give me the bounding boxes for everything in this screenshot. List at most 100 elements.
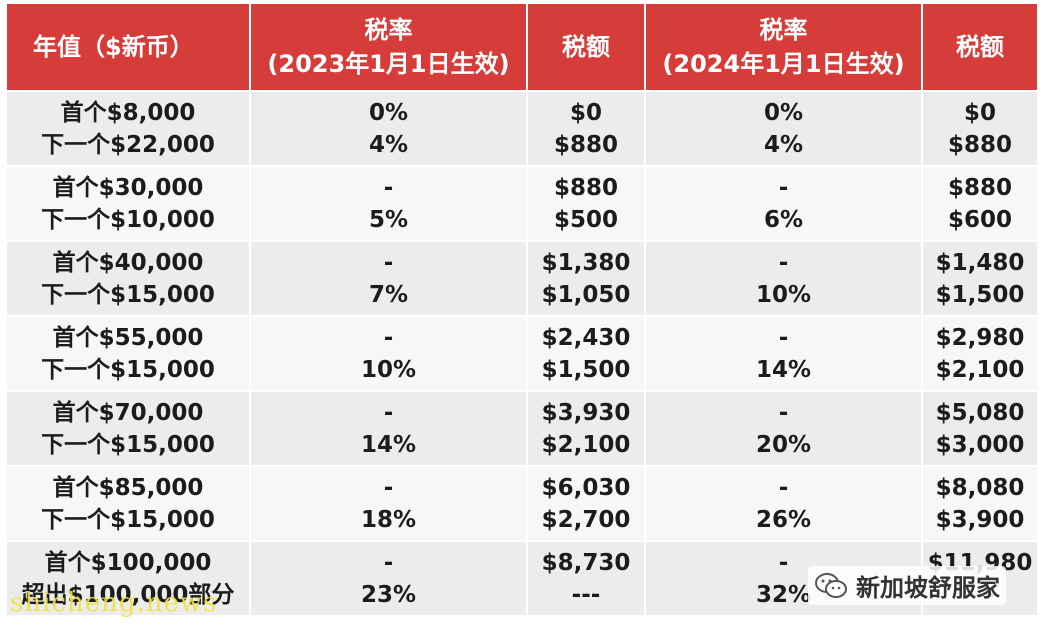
header-tax-2023: 税额 bbox=[526, 2, 646, 92]
cell-income: 首个$85,000 下一个$15,000 bbox=[5, 465, 251, 542]
cell-rate2024: - 14% bbox=[644, 315, 923, 392]
cell-rate2024-line: 6% bbox=[763, 206, 804, 233]
cell-rate2024-line: - bbox=[778, 399, 789, 426]
tax-rate-table: 年值（$新币） 税率 (2023年1月1日生效) 税额 税率 (2024年1月1… bbox=[5, 2, 1039, 617]
header-annual-value: 年值（$新币） bbox=[5, 2, 251, 92]
cell-rate2024: - 10% bbox=[644, 240, 923, 317]
cell-rate2023-line: - bbox=[383, 474, 394, 501]
header-rate-2023-date: (2023年1月1日生效) bbox=[267, 50, 510, 78]
table-row: 首个$85,000 下一个$15,000 - 18% $6,030 $2,700 - 26% $… bbox=[5, 465, 1039, 542]
table-row: 首个$100,000 超出$100,000部分 -23% $8,730 --- -32% $… bbox=[5, 540, 1039, 617]
header-row: 年值（$新币） 税率 (2023年1月1日生效) 税额 税率 (2024年1月1… bbox=[5, 2, 1039, 92]
cell-tax2024-line: $2,980 bbox=[935, 324, 1025, 351]
cell-rate2023: - 5% bbox=[249, 165, 528, 242]
cell-rate2024: - 20% bbox=[644, 390, 923, 467]
cell-tax2023-line: $1,380 bbox=[541, 249, 631, 276]
cell-income-line: 下一个$15,000 bbox=[41, 356, 215, 383]
cell-tax2023-line: $8,730 bbox=[541, 549, 631, 576]
cell-rate2024-line: 4% bbox=[763, 131, 804, 158]
cell-tax2023-line: $2,700 bbox=[541, 506, 631, 533]
table-row: 首个$40,000 下一个$15,000 - 7% $1,380 $1,050 - 10% $1… bbox=[5, 240, 1039, 317]
cell-rate2024-line: - bbox=[778, 474, 789, 501]
cell-income-line: 首个$70,000 bbox=[52, 399, 204, 426]
cell-rate2023: 0% 4% bbox=[249, 90, 528, 167]
header-tax-2024: 税额 bbox=[921, 2, 1039, 92]
cell-rate2023-line: - bbox=[383, 249, 394, 276]
cell-income-line: 下一个$15,000 bbox=[41, 506, 215, 533]
cell-income-line: 首个$40,000 bbox=[52, 249, 204, 276]
cell-tax2024-line: $880 bbox=[947, 131, 1012, 158]
cell-tax2024: $880 $600 bbox=[921, 165, 1039, 242]
cell-tax2024-line: $1,480 bbox=[935, 249, 1025, 276]
cell-tax2024-line: $8,080 bbox=[935, 474, 1025, 501]
cell-tax2023: $1,380 $1,050 bbox=[526, 240, 646, 317]
cell-tax2024-line: $1,500 bbox=[935, 281, 1025, 308]
cell-tax2023-line: $880 bbox=[553, 174, 618, 201]
cell-tax2024-line: $3,900 bbox=[935, 506, 1025, 533]
cell-tax2023-line: $0 bbox=[569, 99, 602, 126]
cell-rate2023-line: - bbox=[383, 549, 394, 576]
cell-tax2024-line: $0 bbox=[963, 99, 996, 126]
cell-rate2023-line: - bbox=[383, 399, 394, 426]
cell-tax2023: $6,030 $2,700 bbox=[526, 465, 646, 542]
cell-income-line: 下一个$15,000 bbox=[41, 281, 215, 308]
header-rate-2024: 税率 (2024年1月1日生效) bbox=[644, 2, 923, 92]
cell-tax2023-line: $6,030 bbox=[541, 474, 631, 501]
cell-rate2023-line: 18% bbox=[360, 506, 417, 533]
cell-income-line: 首个$30,000 bbox=[52, 174, 204, 201]
cell-tax2024: $1,480 $1,500 bbox=[921, 240, 1039, 317]
cell-tax2023-line: $2,100 bbox=[541, 431, 631, 458]
cell-tax2024: $0 $880 bbox=[921, 90, 1039, 167]
table-body: 首个$8,000 下一个$22,000 0% 4% $0 $880 0% 4% $0 $880 首个… bbox=[5, 90, 1039, 617]
cell-tax2024: $8,080 $3,900 bbox=[921, 465, 1039, 542]
cell-tax2023-line: $880 bbox=[553, 131, 618, 158]
wechat-account-name: 新加坡舒服家 bbox=[856, 574, 1000, 602]
cell-tax2023-line: $3,930 bbox=[541, 399, 631, 426]
table-row: 首个$30,000 下一个$10,000 - 5% $880 $500 - 6% $880 $60… bbox=[5, 165, 1039, 242]
cell-tax2024-line: $2,100 bbox=[935, 356, 1025, 383]
cell-rate2023-line: 10% bbox=[360, 356, 417, 383]
cell-tax2024: $5,080 $3,000 bbox=[921, 390, 1039, 467]
cell-income: 首个$40,000 下一个$15,000 bbox=[5, 240, 251, 317]
cell-rate2023-line: 5% bbox=[368, 206, 409, 233]
cell-rate2023-line: 7% bbox=[368, 281, 409, 308]
cell-rate2024-line: 32% bbox=[755, 581, 812, 608]
table-row: 首个$8,000 下一个$22,000 0% 4% $0 $880 0% 4% $0 $880 bbox=[5, 90, 1039, 167]
header-rate-2024-date: (2024年1月1日生效) bbox=[662, 50, 905, 78]
cell-rate2023: - 14% bbox=[249, 390, 528, 467]
cell-tax2023: $0 $880 bbox=[526, 90, 646, 167]
cell-income: 首个$70,000 下一个$15,000 bbox=[5, 390, 251, 467]
cell-rate2024-line: - bbox=[778, 249, 789, 276]
cell-income-line: 首个$8,000 bbox=[60, 99, 196, 126]
cell-rate2024-line: 20% bbox=[755, 431, 812, 458]
header-rate-2024-title: 税率 bbox=[759, 16, 808, 44]
cell-rate2023-line: - bbox=[383, 324, 394, 351]
cell-tax2023-line: $500 bbox=[553, 206, 618, 233]
cell-income-line: 超出$100,000部分 bbox=[21, 581, 235, 608]
cell-income-line: 下一个$22,000 bbox=[41, 131, 215, 158]
cell-rate2023-line: - bbox=[383, 174, 394, 201]
cell-tax2023-line: $1,500 bbox=[541, 356, 631, 383]
cell-tax2024: $2,980 $2,100 bbox=[921, 315, 1039, 392]
cell-tax2024-line: $5,080 bbox=[935, 399, 1025, 426]
cell-income-line: 首个$55,000 bbox=[52, 324, 204, 351]
cell-tax2024-line: $600 bbox=[947, 206, 1012, 233]
cell-income: 首个$30,000 下一个$10,000 bbox=[5, 165, 251, 242]
cell-tax2023-line: --- bbox=[571, 581, 601, 608]
cell-rate2023: - 23% bbox=[249, 540, 528, 617]
cell-income: 首个$8,000 下一个$22,000 bbox=[5, 90, 251, 167]
cell-tax2023: $880 $500 bbox=[526, 165, 646, 242]
cell-income-line: 下一个$15,000 bbox=[41, 431, 215, 458]
cell-income-line: 下一个$10,000 bbox=[41, 206, 215, 233]
cell-tax2023-line: $2,430 bbox=[541, 324, 631, 351]
cell-income: 首个$55,000 下一个$15,000 bbox=[5, 315, 251, 392]
cell-rate2024: - 26% bbox=[644, 465, 923, 542]
header-rate-2023: 税率 (2023年1月1日生效) bbox=[249, 2, 528, 92]
cell-tax2023-line: $1,050 bbox=[541, 281, 631, 308]
wechat-icon bbox=[815, 572, 847, 598]
cell-rate2024-line: 0% bbox=[763, 99, 804, 126]
wechat-badge: 新加坡舒服家 bbox=[808, 566, 1006, 605]
cell-rate2023-line: 4% bbox=[368, 131, 409, 158]
cell-income: 首个$100,000 超出$100,000部分 bbox=[5, 540, 251, 617]
cell-tax2024-line: $3,000 bbox=[935, 431, 1025, 458]
